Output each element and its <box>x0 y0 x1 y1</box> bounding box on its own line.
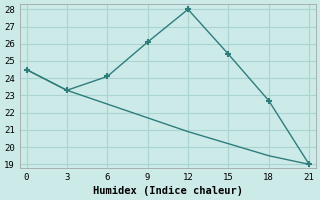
X-axis label: Humidex (Indice chaleur): Humidex (Indice chaleur) <box>93 186 243 196</box>
